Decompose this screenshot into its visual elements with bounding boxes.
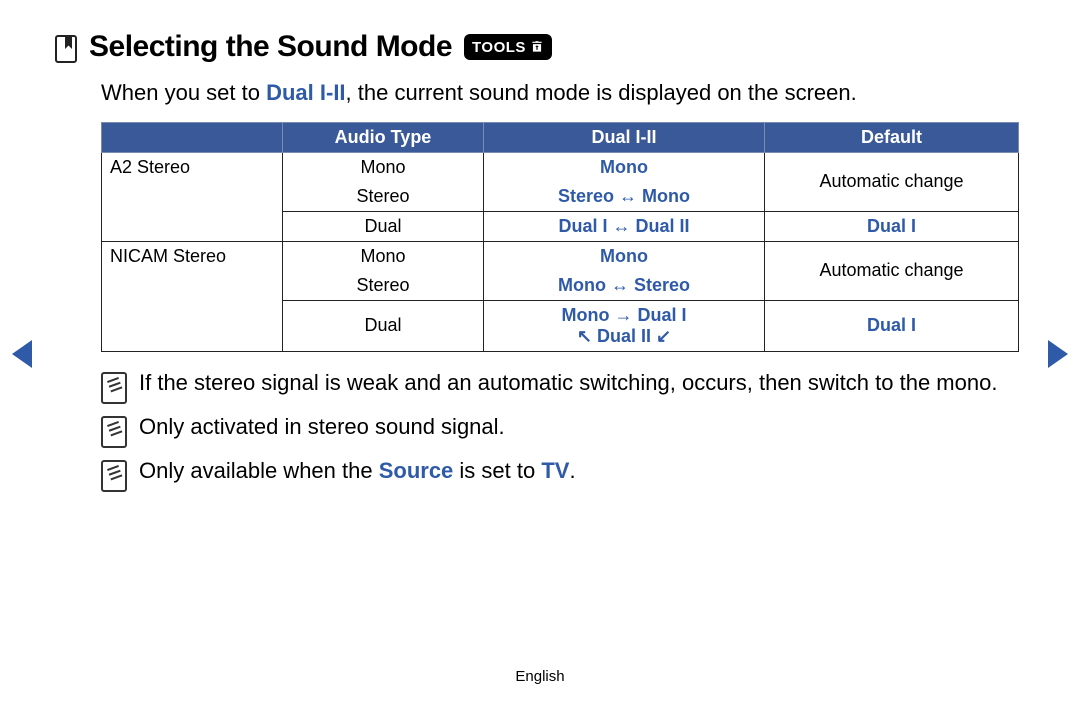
note-text: If the stereo signal is weak and an auto… (139, 368, 997, 398)
cell: Mono (484, 241, 765, 271)
cell: Dual I (765, 300, 1019, 351)
intro-before: When you set to (101, 80, 266, 105)
note-text: Only available when the Source is set to… (139, 456, 576, 486)
cell: Dual (283, 211, 484, 241)
intro-highlight: Dual I-II (266, 80, 345, 105)
th-default: Default (765, 122, 1019, 152)
cell: Dual I ↔ Dual II (484, 211, 765, 241)
cell: Automatic change (765, 152, 1019, 211)
note-icon (101, 416, 127, 448)
n3-after: . (569, 458, 575, 483)
tools-badge: TOOLS (464, 34, 552, 60)
cell-line2: ↖ Dual II ↙ (577, 326, 671, 346)
cell: Automatic change (765, 241, 1019, 300)
tools-icon (530, 40, 544, 54)
heading-row: Selecting the Sound Mode TOOLS (55, 30, 1025, 64)
table-row: A2 Stereo Mono Mono Automatic change (102, 152, 1019, 182)
sound-mode-table: Audio Type Dual I-II Default A2 Stereo M… (101, 122, 1019, 352)
cell: Mono (283, 152, 484, 182)
bookmark-icon (55, 35, 77, 63)
table-row: NICAM Stereo Mono Mono Automatic change (102, 241, 1019, 271)
cell: Mono → Dual I ↖ Dual II ↙ (484, 300, 765, 351)
intro-after: , the current sound mode is displayed on… (346, 80, 857, 105)
cell: Mono ↔ Stereo (484, 271, 765, 301)
note-item: Only activated in stereo sound signal. (101, 412, 1025, 448)
tools-badge-label: TOOLS (472, 39, 526, 56)
note-item: If the stereo signal is weak and an auto… (101, 368, 1025, 404)
n3-mid: is set to (453, 458, 541, 483)
cell: Stereo ↔ Mono (484, 182, 765, 212)
notes-block: If the stereo signal is weak and an auto… (101, 368, 1025, 492)
cell: Stereo (283, 271, 484, 301)
n3-source: Source (379, 458, 454, 483)
th-blank (102, 122, 283, 152)
cell: Dual I (765, 211, 1019, 241)
n3-before: Only available when the (139, 458, 379, 483)
th-dual: Dual I-II (484, 122, 765, 152)
cell-a2-label: A2 Stereo (102, 152, 283, 241)
next-page-arrow[interactable] (1048, 340, 1068, 368)
cell: Stereo (283, 182, 484, 212)
note-item: Only available when the Source is set to… (101, 456, 1025, 492)
intro-text: When you set to Dual I-II, the current s… (101, 78, 1025, 108)
cell-line1: Mono → Dual I (562, 305, 687, 325)
cell: Dual (283, 300, 484, 351)
note-text: Only activated in stereo sound signal. (139, 412, 505, 442)
prev-page-arrow[interactable] (12, 340, 32, 368)
footer-language: English (0, 668, 1080, 685)
cell-nicam-label: NICAM Stereo (102, 241, 283, 351)
cell: Mono (484, 152, 765, 182)
page-title: Selecting the Sound Mode (89, 30, 452, 64)
note-icon (101, 460, 127, 492)
th-audio-type: Audio Type (283, 122, 484, 152)
note-icon (101, 372, 127, 404)
n3-tv: TV (541, 458, 569, 483)
table-header-row: Audio Type Dual I-II Default (102, 122, 1019, 152)
cell: Mono (283, 241, 484, 271)
